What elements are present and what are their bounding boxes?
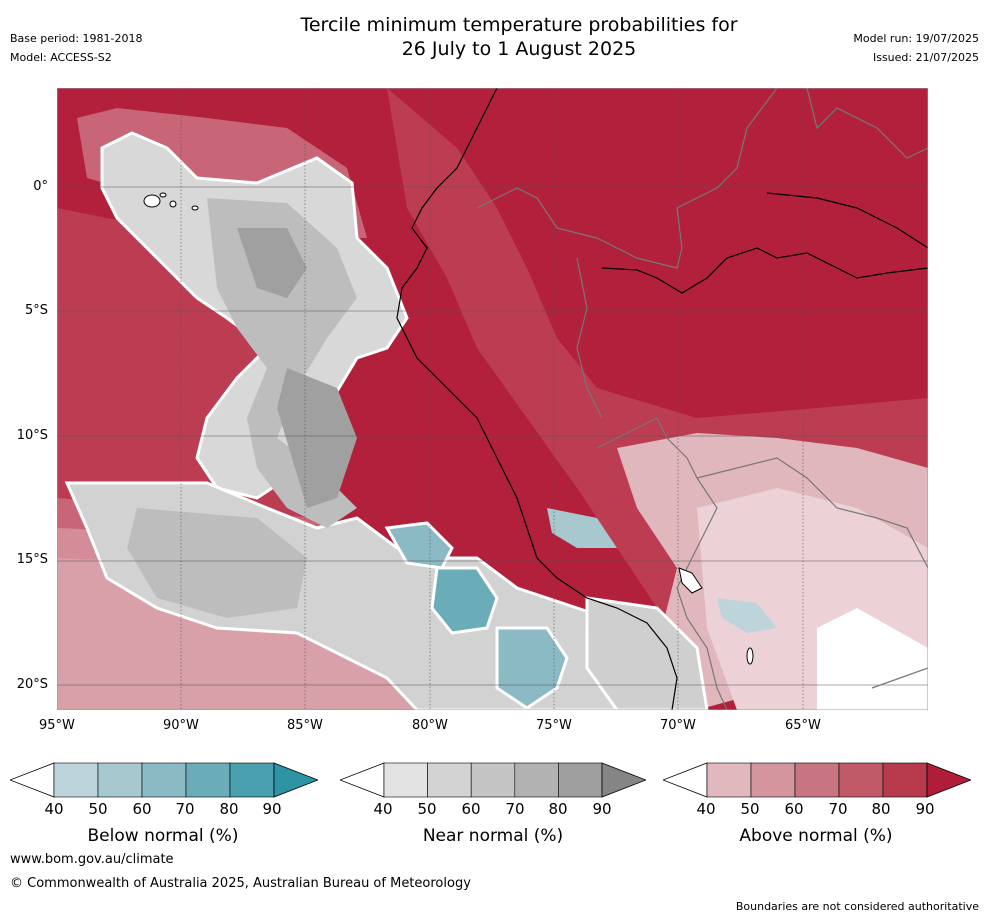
near-normal-east-core [585, 596, 709, 710]
galapagos-islands [143, 192, 199, 211]
tick-label: 40 [44, 800, 64, 818]
model-text: Model: ACCESS-S2 [10, 51, 112, 64]
tick-label: 70 [828, 800, 848, 818]
colorbar-near-normal [340, 762, 646, 798]
colorbar-near-label: Near normal (%) [422, 826, 564, 846]
colorbar-above-normal [663, 762, 971, 798]
colorbar-above-ticks: 40 50 60 70 80 90 [663, 800, 971, 820]
lon-label-65w: 65°W [785, 718, 821, 733]
tick-label: 50 [88, 800, 108, 818]
colorbar-below-ticks: 40 50 60 70 80 90 [10, 800, 318, 820]
colorbar-below-label: Below normal (%) [87, 826, 239, 846]
colorbar-segment [794, 762, 840, 798]
lon-label-75w: 75°W [536, 718, 572, 733]
colorbar-segment [383, 762, 428, 798]
issued-text: Issued: 21/07/2025 [872, 51, 979, 64]
boundaries-disclaimer: Boundaries are not considered authoritat… [735, 900, 979, 913]
colorbar-min-triangle [10, 762, 55, 798]
map-title-line2: 26 July to 1 August 2025 [401, 38, 637, 60]
lon-label-90w: 90°W [163, 718, 199, 733]
below-normal-patch-5 [717, 598, 777, 633]
colorbar-above-label: Above normal (%) [739, 826, 893, 846]
lon-label-85w: 85°W [287, 718, 323, 733]
tick-label: 80 [219, 800, 239, 818]
tick-label: 70 [175, 800, 195, 818]
model-run-text: Model run: 19/07/2025 [853, 32, 979, 45]
below-normal-patch-4 [547, 508, 617, 548]
colorbar-max-triangle [926, 762, 971, 798]
colorbar-segment [97, 762, 143, 798]
lon-label-95w: 95°W [39, 718, 75, 733]
tick-label: 40 [373, 800, 393, 818]
tick-label: 80 [871, 800, 891, 818]
probability-map [57, 88, 928, 710]
colorbar-segment [838, 762, 884, 798]
near-normal-70-core [207, 198, 357, 528]
tick-label: 40 [696, 800, 716, 818]
tick-label: 60 [132, 800, 152, 818]
white-east-patch [817, 608, 928, 710]
colorbar-min-triangle [340, 762, 385, 798]
colorbar-segment [185, 762, 231, 798]
lake-poopo [746, 647, 754, 665]
tick-label: 90 [915, 800, 935, 818]
colorbar-segment [706, 762, 752, 798]
colorbar-max-triangle [273, 762, 318, 798]
lat-label-10s: 10°S [16, 428, 48, 443]
below-normal-patch-2 [430, 566, 499, 635]
colorbar-segment [141, 762, 187, 798]
colorbar-min-triangle [663, 762, 708, 798]
colorbar-segment [229, 762, 275, 798]
tick-label: 60 [784, 800, 804, 818]
lat-label-20s: 20°S [16, 677, 48, 692]
colorbar-segment [470, 762, 516, 798]
longitude-gridlines [180, 88, 804, 710]
website-link[interactable]: www.bom.gov.au/climate [10, 852, 174, 867]
colorbar-segment [750, 762, 796, 798]
near-normal-80-core [237, 228, 357, 508]
below-normal-patch-1 [384, 521, 454, 570]
lake-titicaca [678, 567, 703, 594]
copyright-text: © Commonwealth of Australia 2025, Austra… [10, 876, 471, 891]
tick-label: 70 [505, 800, 525, 818]
tick-label: 50 [417, 800, 437, 818]
tick-label: 50 [740, 800, 760, 818]
colorbar-below-normal [10, 762, 318, 798]
near-normal-south-core [127, 508, 307, 618]
latitude-gridlines [57, 186, 928, 686]
colorbar-near-ticks: 40 50 60 70 80 90 [340, 800, 646, 820]
country-borders [476, 88, 928, 710]
colorbar-segment [514, 762, 559, 798]
tick-label: 60 [461, 800, 481, 818]
colorbar-segment [427, 762, 472, 798]
colorbar-segment [53, 762, 99, 798]
base-period-text: Base period: 1981-2018 [10, 32, 143, 45]
lon-label-70w: 70°W [660, 718, 696, 733]
coastline [396, 88, 678, 710]
colorbar-segment [882, 762, 928, 798]
tick-label: 90 [262, 800, 282, 818]
tick-label: 80 [548, 800, 568, 818]
tick-label: 90 [592, 800, 612, 818]
colorbar-max-triangle [601, 762, 646, 798]
lat-label-0: 0° [33, 179, 48, 194]
map-title-line1: Tercile minimum temperature probabilitie… [300, 14, 738, 36]
lat-label-15s: 15°S [16, 552, 48, 567]
below-normal-patch-3 [495, 626, 569, 710]
lon-label-80w: 80°W [412, 718, 448, 733]
lat-label-5s: 5°S [24, 303, 48, 318]
colorbar-segment [558, 762, 603, 798]
amazon-river [601, 192, 928, 294]
